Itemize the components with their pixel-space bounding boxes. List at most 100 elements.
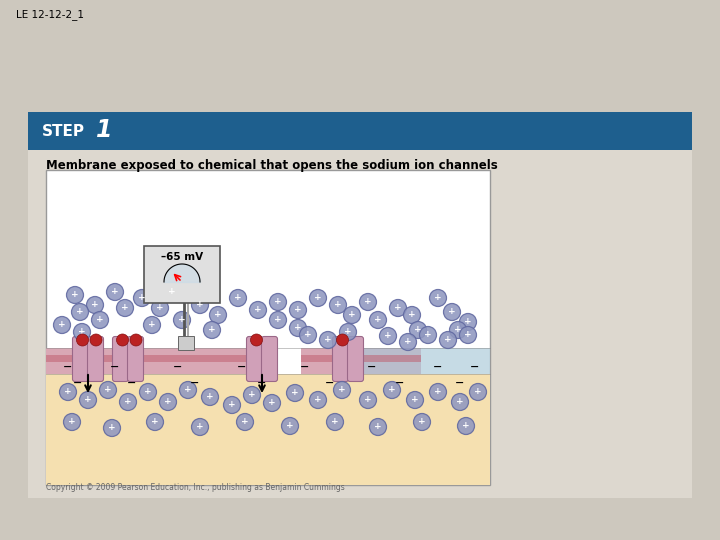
Circle shape xyxy=(369,418,387,435)
Circle shape xyxy=(459,314,477,330)
Text: +: + xyxy=(138,293,146,302)
Circle shape xyxy=(251,334,263,346)
FancyBboxPatch shape xyxy=(28,112,692,150)
Text: –65 mV: –65 mV xyxy=(161,252,203,262)
Text: STEP: STEP xyxy=(42,124,85,138)
Text: LE 12-12-2_1: LE 12-12-2_1 xyxy=(16,9,84,20)
Circle shape xyxy=(310,392,326,408)
Circle shape xyxy=(336,334,348,346)
Text: +: + xyxy=(241,417,249,426)
Text: +: + xyxy=(388,385,396,394)
Circle shape xyxy=(310,289,326,307)
Circle shape xyxy=(343,307,361,323)
Circle shape xyxy=(444,303,461,321)
Text: +: + xyxy=(148,320,156,329)
Circle shape xyxy=(73,323,91,341)
Text: +: + xyxy=(274,297,282,306)
Text: +: + xyxy=(68,417,76,426)
Text: +: + xyxy=(168,287,176,296)
FancyBboxPatch shape xyxy=(73,336,89,381)
Text: +: + xyxy=(96,315,104,324)
Circle shape xyxy=(340,323,356,341)
Circle shape xyxy=(120,394,137,410)
Text: +: + xyxy=(108,423,116,432)
Text: +: + xyxy=(248,390,256,399)
Text: +: + xyxy=(144,387,152,396)
Circle shape xyxy=(407,392,423,408)
Text: +: + xyxy=(268,398,276,407)
Text: +: + xyxy=(84,395,92,404)
Circle shape xyxy=(63,414,81,430)
FancyBboxPatch shape xyxy=(127,336,143,381)
FancyBboxPatch shape xyxy=(112,336,128,381)
Circle shape xyxy=(230,289,246,307)
Circle shape xyxy=(210,307,227,323)
Circle shape xyxy=(359,392,377,408)
Text: +: + xyxy=(78,327,86,336)
Text: −: − xyxy=(73,378,83,388)
FancyBboxPatch shape xyxy=(144,246,220,303)
Text: −: − xyxy=(190,378,199,388)
Circle shape xyxy=(390,300,407,316)
Circle shape xyxy=(140,383,156,401)
FancyBboxPatch shape xyxy=(46,170,490,485)
Text: −: − xyxy=(300,362,310,372)
Circle shape xyxy=(163,284,181,300)
Circle shape xyxy=(76,334,89,346)
Text: +: + xyxy=(184,385,192,394)
Circle shape xyxy=(451,394,469,410)
Text: +: + xyxy=(228,400,236,409)
Circle shape xyxy=(160,394,176,410)
Text: −: − xyxy=(238,362,247,372)
Text: +: + xyxy=(314,293,322,302)
Circle shape xyxy=(430,289,446,307)
Text: +: + xyxy=(286,421,294,430)
Circle shape xyxy=(369,312,387,328)
Text: +: + xyxy=(444,335,452,344)
Text: +: + xyxy=(331,417,339,426)
Circle shape xyxy=(151,300,168,316)
Text: +: + xyxy=(374,422,382,431)
Circle shape xyxy=(71,303,89,321)
Circle shape xyxy=(300,327,317,343)
Circle shape xyxy=(420,327,436,343)
Circle shape xyxy=(91,312,109,328)
Circle shape xyxy=(179,381,197,399)
Text: +: + xyxy=(474,387,482,396)
Text: +: + xyxy=(434,293,442,302)
Text: Membrane exposed to chemical that opens the sodium ion channels: Membrane exposed to chemical that opens … xyxy=(46,159,498,172)
Text: +: + xyxy=(294,305,302,314)
Text: +: + xyxy=(314,395,322,404)
Text: −: − xyxy=(325,378,335,388)
Text: +: + xyxy=(374,315,382,324)
Text: +: + xyxy=(344,327,352,336)
Circle shape xyxy=(449,321,467,339)
Text: +: + xyxy=(304,330,312,339)
Text: +: + xyxy=(178,315,186,324)
Circle shape xyxy=(174,312,191,328)
Circle shape xyxy=(107,284,124,300)
Text: −: − xyxy=(433,362,443,372)
Circle shape xyxy=(117,300,133,316)
Text: −: − xyxy=(174,362,183,372)
Text: +: + xyxy=(454,325,462,334)
Text: −: − xyxy=(63,362,73,372)
Text: +: + xyxy=(64,387,72,396)
Circle shape xyxy=(60,383,76,401)
FancyBboxPatch shape xyxy=(46,374,490,485)
FancyBboxPatch shape xyxy=(46,355,266,362)
Circle shape xyxy=(223,396,240,414)
Text: −: − xyxy=(395,378,405,388)
Text: −: − xyxy=(127,378,137,388)
Circle shape xyxy=(204,321,220,339)
Text: +: + xyxy=(111,287,119,296)
Circle shape xyxy=(202,388,218,406)
Text: +: + xyxy=(464,317,472,326)
Text: +: + xyxy=(464,330,472,339)
Text: +: + xyxy=(214,310,222,319)
Circle shape xyxy=(269,312,287,328)
Circle shape xyxy=(287,384,304,402)
Text: +: + xyxy=(434,387,442,396)
Text: −: − xyxy=(110,362,120,372)
Text: +: + xyxy=(462,421,470,430)
